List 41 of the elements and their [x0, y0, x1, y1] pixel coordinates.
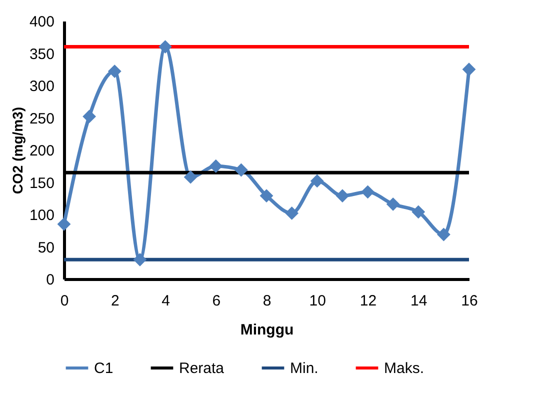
point	[310, 174, 324, 188]
point	[57, 217, 71, 231]
y-axis-title: CO2 (mg/m3)	[9, 106, 26, 194]
y-tick-label: 200	[29, 142, 54, 160]
point	[133, 252, 147, 266]
x-axis-title: Minggu	[240, 322, 294, 338]
x-tick-label: 10	[309, 292, 326, 310]
x-tick-label: 8	[262, 292, 272, 310]
x-tick-label: 12	[360, 292, 377, 310]
point	[412, 205, 426, 219]
y-tick-label: 100	[29, 207, 54, 224]
point	[361, 185, 374, 199]
y-tick-label: 150	[29, 174, 54, 192]
point	[260, 189, 274, 203]
legend-label: Rerata	[179, 360, 225, 377]
y-tick-label: 400	[29, 14, 54, 30]
legend-label: Min.	[290, 360, 318, 377]
y-tick-label: 0	[46, 272, 54, 288]
point	[209, 159, 223, 173]
x-tick-label: 0	[60, 292, 69, 310]
x-tick-label: 16	[461, 292, 478, 310]
point	[108, 64, 122, 78]
legend-label: C1	[94, 360, 114, 377]
point	[184, 170, 198, 184]
point	[82, 110, 96, 124]
point	[158, 40, 172, 54]
point	[462, 62, 476, 76]
point	[436, 228, 450, 242]
x-tick-label: 6	[212, 292, 221, 310]
y-tick-label: 300	[29, 78, 54, 95]
y-tick-label: 250	[29, 110, 54, 128]
point	[234, 163, 248, 177]
point	[285, 206, 299, 220]
point	[336, 189, 350, 203]
y-tick-label: 350	[29, 46, 54, 63]
point	[386, 197, 400, 211]
legend-label: Maks.	[384, 360, 424, 377]
y-tick-label: 50	[38, 239, 54, 256]
x-tick-label: 4	[162, 292, 170, 310]
x-tick-label: 14	[410, 292, 428, 310]
x-tick-label: 2	[110, 292, 120, 310]
